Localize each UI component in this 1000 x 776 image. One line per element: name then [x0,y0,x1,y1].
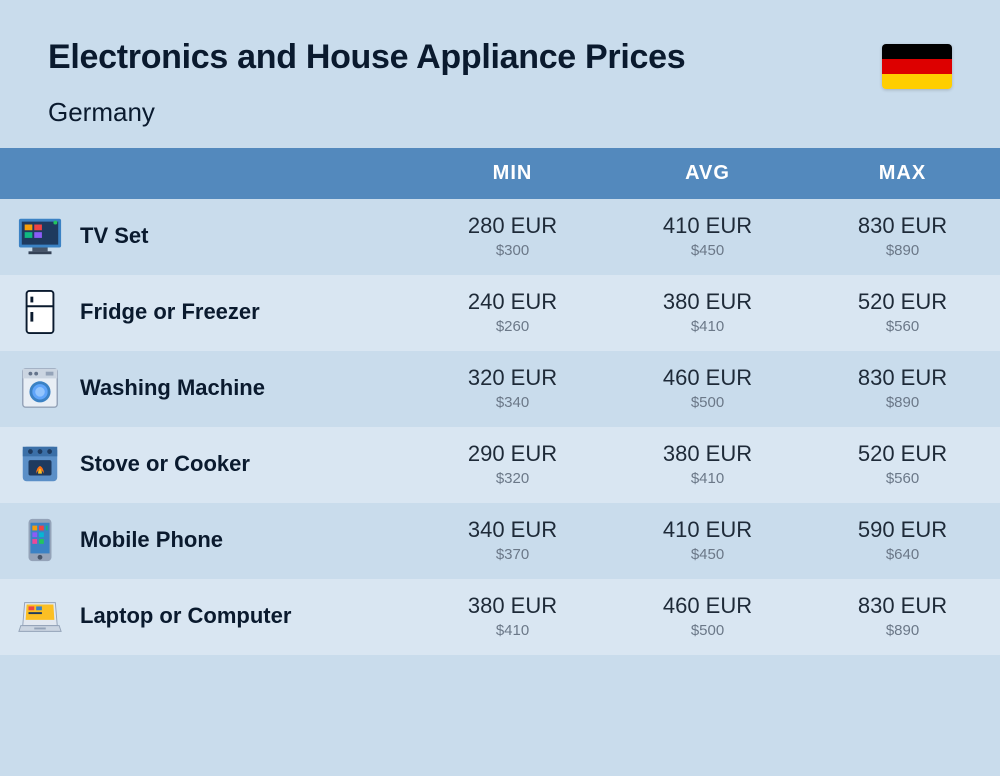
min-usd-value: $340 [415,394,610,411]
flag-stripe [882,44,952,59]
max-usd-value: $560 [805,318,1000,335]
row-max-cell: 830 EUR $890 [805,351,1000,427]
row-max-cell: 520 EUR $560 [805,275,1000,351]
flag-stripe [882,59,952,74]
row-label: Laptop or Computer [80,579,415,655]
row-avg-cell: 380 EUR $410 [610,427,805,503]
row-min-cell: 320 EUR $340 [415,351,610,427]
row-min-cell: 280 EUR $300 [415,199,610,275]
row-min-cell: 380 EUR $410 [415,579,610,655]
row-label: Stove or Cooker [80,427,415,503]
avg-eur-value: 410 EUR [610,517,805,543]
row-icon-cell [0,275,80,351]
table-header-avg: AVG [610,148,805,199]
row-label: Mobile Phone [80,503,415,579]
avg-usd-value: $500 [610,394,805,411]
row-min-cell: 240 EUR $260 [415,275,610,351]
page-title: Electronics and House Appliance Prices [48,38,952,77]
row-avg-cell: 460 EUR $500 [610,579,805,655]
row-min-cell: 340 EUR $370 [415,503,610,579]
row-icon-cell [0,503,80,579]
max-usd-value: $640 [805,546,1000,563]
price-table: MIN AVG MAX TV Set280 EUR$300410 EUR$450… [0,148,1000,655]
germany-flag-icon [882,44,952,89]
avg-usd-value: $410 [610,470,805,487]
header: Electronics and House Appliance Prices G… [0,0,1000,148]
max-usd-value: $890 [805,622,1000,639]
row-label: Washing Machine [80,351,415,427]
table-header-label [80,148,415,199]
phone-icon [17,517,63,563]
max-eur-value: 520 EUR [805,441,1000,467]
table-header-max: MAX [805,148,1000,199]
table-header-row: MIN AVG MAX [0,148,1000,199]
avg-eur-value: 410 EUR [610,213,805,239]
min-eur-value: 240 EUR [415,289,610,315]
min-eur-value: 290 EUR [415,441,610,467]
avg-eur-value: 380 EUR [610,289,805,315]
stove-icon [17,441,63,487]
avg-usd-value: $500 [610,622,805,639]
row-icon-cell [0,427,80,503]
laptop-icon [17,593,63,639]
price-table-container: Electronics and House Appliance Prices G… [0,0,1000,776]
row-max-cell: 520 EUR $560 [805,427,1000,503]
min-usd-value: $260 [415,318,610,335]
flag-stripe [882,74,952,89]
min-eur-value: 340 EUR [415,517,610,543]
min-usd-value: $410 [415,622,610,639]
max-eur-value: 830 EUR [805,213,1000,239]
washing-machine-icon [17,365,63,411]
row-icon-cell [0,579,80,655]
row-avg-cell: 460 EUR $500 [610,351,805,427]
max-usd-value: $890 [805,242,1000,259]
row-min-cell: 290 EUR $320 [415,427,610,503]
avg-usd-value: $450 [610,242,805,259]
min-eur-value: 320 EUR [415,365,610,391]
avg-usd-value: $410 [610,318,805,335]
table-header-icon [0,148,80,199]
table-row: Fridge or Freezer240 EUR $260380 EUR $4105… [0,275,1000,351]
avg-eur-value: 460 EUR [610,365,805,391]
row-max-cell: 590 EUR $640 [805,503,1000,579]
row-label: TV Set [80,199,415,275]
table-row: Mobile Phone340 EUR $370410 EUR $450590 EU… [0,503,1000,579]
row-avg-cell: 380 EUR $410 [610,275,805,351]
table-row: Washing Machine320 EUR $340460 EUR $500830… [0,351,1000,427]
table-row: Stove or Cooker290 EUR $320380 EUR $410520… [0,427,1000,503]
row-label: Fridge or Freezer [80,275,415,351]
avg-eur-value: 380 EUR [610,441,805,467]
table-row: Laptop or Computer380 EUR $410460 EUR $500… [0,579,1000,655]
fridge-icon [17,289,63,335]
avg-usd-value: $450 [610,546,805,563]
min-usd-value: $370 [415,546,610,563]
row-avg-cell: 410 EUR $450 [610,199,805,275]
min-usd-value: $300 [415,242,610,259]
max-eur-value: 520 EUR [805,289,1000,315]
row-max-cell: 830 EUR $890 [805,579,1000,655]
page-subtitle: Germany [48,97,952,128]
max-eur-value: 830 EUR [805,365,1000,391]
row-avg-cell: 410 EUR $450 [610,503,805,579]
row-icon-cell [0,351,80,427]
row-max-cell: 830 EUR $890 [805,199,1000,275]
max-eur-value: 590 EUR [805,517,1000,543]
min-eur-value: 380 EUR [415,593,610,619]
table-row: TV Set280 EUR $300410 EUR $450830 EUR $890 [0,199,1000,275]
min-usd-value: $320 [415,470,610,487]
min-eur-value: 280 EUR [415,213,610,239]
row-icon-cell [0,199,80,275]
max-eur-value: 830 EUR [805,593,1000,619]
avg-eur-value: 460 EUR [610,593,805,619]
max-usd-value: $890 [805,394,1000,411]
table-header-min: MIN [415,148,610,199]
max-usd-value: $560 [805,470,1000,487]
tv-icon [17,213,63,259]
